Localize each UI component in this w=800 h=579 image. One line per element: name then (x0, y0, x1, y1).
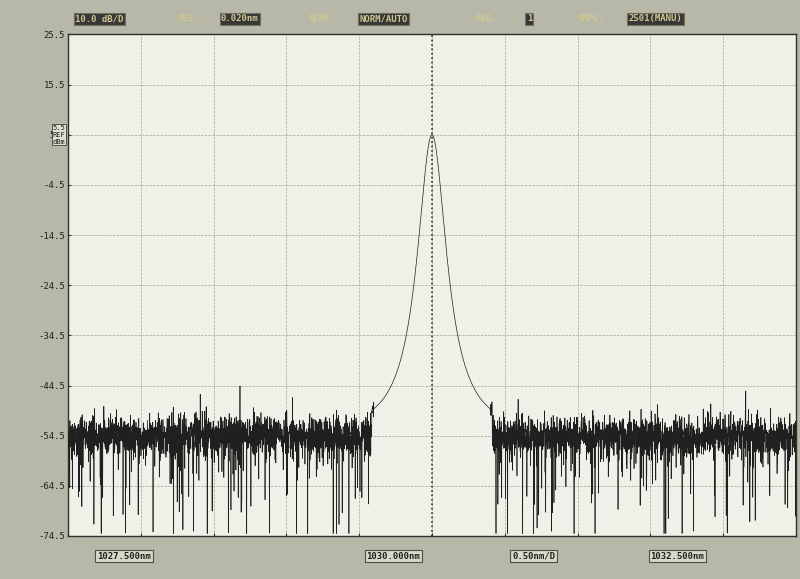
Text: 2501(MANU): 2501(MANU) (629, 14, 682, 23)
Text: SMPL:: SMPL: (578, 14, 605, 23)
Text: 1032.500nm: 1032.500nm (650, 552, 704, 560)
Text: 1027.500nm: 1027.500nm (97, 552, 151, 560)
Text: 1: 1 (526, 14, 532, 23)
Text: RES:: RES: (178, 14, 198, 23)
Text: SENS:: SENS: (308, 14, 335, 23)
Text: NORM/AUTO: NORM/AUTO (359, 14, 407, 23)
Text: 5.5
REF
dBm: 5.5 REF dBm (53, 124, 66, 145)
Text: AVG:: AVG: (476, 14, 497, 23)
Text: 10.0 dB/D: 10.0 dB/D (75, 14, 124, 23)
Text: 0.020nm: 0.020nm (221, 14, 258, 23)
Text: 0.50nm/D: 0.50nm/D (512, 552, 555, 560)
Text: 1030.000nm: 1030.000nm (366, 552, 420, 560)
